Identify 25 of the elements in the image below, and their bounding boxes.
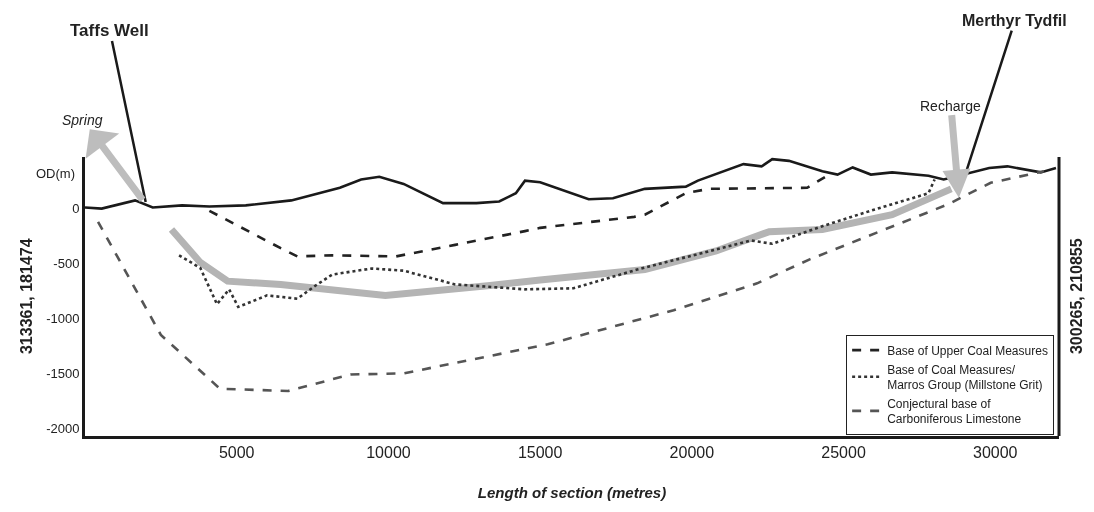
annotation: Spring [62, 112, 103, 128]
y-tick-label: 0 [72, 201, 80, 217]
legend-label: Conjectural base of Carboniferous Limestone [887, 396, 1022, 427]
y-tick-label: -500 [53, 256, 80, 272]
y-tick-label: -2000 [46, 420, 80, 436]
y-tick-label: -1500 [46, 365, 80, 381]
x-axis-title: Length of section (metres) [477, 484, 667, 502]
x-tick-label: 20000 [669, 444, 715, 462]
text: 313361, 181474 [18, 238, 36, 355]
x-tick-label: 25000 [821, 444, 866, 462]
line-series [208, 175, 827, 258]
legend-label: Base of Upper Coal Measures [887, 343, 1048, 358]
x-tick-label: 10000 [366, 444, 411, 462]
annotation: Recharge [920, 98, 981, 114]
x-tick-label: 5000 [218, 444, 255, 462]
x-tick-label: 15000 [517, 444, 563, 462]
annotation: Merthyr Tydfil [962, 12, 1067, 29]
line-series [96, 169, 1046, 393]
annotation: Taffs Well [70, 21, 149, 40]
line-series [177, 178, 936, 309]
legend-label: Base of Coal Measures/ Marros Group (Millstone Grit) [887, 362, 1043, 393]
y-tick-label: -1000 [46, 311, 80, 327]
x-tick-label: 30000 [973, 444, 1018, 462]
y-axis-title: OD(m) [36, 166, 75, 181]
text: 300265, 210855 [1068, 238, 1086, 355]
